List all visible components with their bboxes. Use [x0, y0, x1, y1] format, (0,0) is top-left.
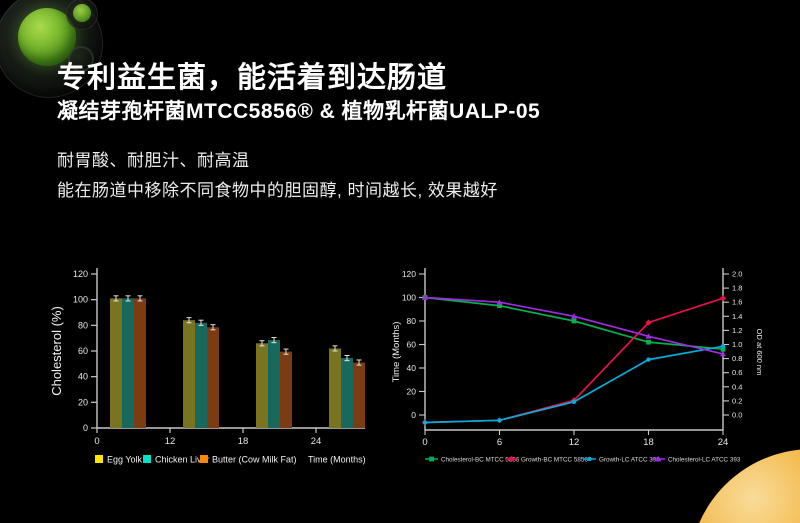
bar-y-tick-label: 0 [83, 423, 88, 433]
right-y-tick-label: 1.0 [732, 340, 742, 349]
right-y-tick-label: 1.8 [732, 284, 742, 293]
marker-circle [720, 344, 726, 349]
legend-label-2: Chicken Liver [155, 455, 210, 465]
page-subtitle: 凝结芽孢杆菌MTCC5856® & 植物乳杆菌UALP-05 [57, 100, 541, 123]
line-x-tick-label: 6 [497, 437, 502, 448]
legend-swatch-3 [200, 455, 208, 463]
small-green-sphere [73, 4, 91, 22]
right-y-tick-label: 0.4 [732, 382, 742, 391]
marker-triangle [422, 294, 428, 300]
bar-egg-yolk-g1 [183, 320, 195, 428]
bar-butter-cow-milk-fat--g1 [207, 327, 219, 428]
small-cell-ring [66, 0, 98, 30]
left-y-tick-label: 20 [407, 387, 417, 397]
bar-x-tick-label: 24 [311, 436, 322, 447]
right-y-tick-label: 1.2 [732, 326, 742, 335]
right-y-tick-label: 1.4 [732, 312, 742, 321]
right-y-tick-label: 0.6 [732, 368, 742, 377]
bar-butter-cow-milk-fat--g2 [280, 351, 292, 428]
left-y-tick-label: 40 [407, 363, 417, 373]
marker-square [497, 303, 502, 309]
line-chart-growth-vs-cholesterol: 0204060801001200.00.20.40.60.81.01.21.41… [391, 268, 764, 463]
bar-y-tick-label: 60 [78, 346, 88, 356]
marker-square [720, 346, 726, 352]
marker-triangle [720, 350, 726, 357]
marker-circle [587, 456, 592, 462]
marker-diamond [719, 295, 727, 302]
marker-square [646, 339, 651, 345]
bar-x-tick-label: 12 [165, 436, 176, 447]
marker-triangle [645, 333, 652, 339]
marker-circle [422, 420, 428, 425]
left-y-tick-label: 0 [411, 410, 416, 420]
line-legend-label-1: Cholesterol-BC MTCC 5856 [441, 456, 520, 463]
bar-chicken-liver-g3 [341, 358, 353, 428]
bar-chart-cholesterol-removal: 0 20 40 60 80 100 120 0 12 18 24 Cholesterol (%) Egg… [49, 268, 366, 465]
page-title: 专利益生菌，能活着到达肠道 [57, 62, 448, 94]
right-y-tick-label: 2.0 [732, 270, 742, 279]
marker-circle [497, 418, 502, 423]
bar-egg-yolk-g0 [110, 298, 122, 428]
bar-y-tick-label: 100 [73, 295, 88, 305]
body-text-line-1: 耐胃酸、耐胆汁、耐高温 [57, 151, 250, 170]
legend-label-3: Butter (Cow Milk Fat) [212, 455, 297, 465]
bar-y-tick-label: 20 [78, 397, 88, 407]
right-y-tick-label: 0.0 [732, 411, 742, 420]
left-y-tick-label: 60 [407, 340, 417, 350]
body-text-line-2: 能在肠道中移除不同食物中的胆固醇, 时间越长, 效果越好 [57, 181, 498, 200]
line-right-axis-label: OD at 600 nm [755, 329, 764, 376]
bar-x-tick-label: 18 [238, 436, 249, 447]
legend-label-1: Egg Yolk [107, 455, 143, 465]
bar-x-tick-label: 0 [94, 436, 99, 447]
line-x-tick-label: 24 [718, 437, 729, 448]
line-left-axis-label: Time (Months) [391, 322, 402, 383]
left-y-tick-label: 100 [402, 293, 416, 303]
bar-butter-cow-milk-fat--g0 [134, 298, 146, 428]
bar-x-axis-title: Time (Months) [308, 455, 366, 465]
bar-egg-yolk-g2 [256, 343, 268, 428]
bar-y-tick-label: 40 [78, 372, 88, 382]
marker-triangle [571, 313, 577, 319]
line-x-tick-label: 18 [643, 437, 654, 448]
marker-square [571, 318, 577, 324]
legend-swatch-1 [95, 455, 103, 463]
bar-chicken-liver-g0 [122, 298, 134, 428]
marker-square [429, 456, 434, 462]
line-legend-label-3: Growth-LC ATCC 393 [599, 456, 660, 463]
bar-y-tick-label: 120 [73, 269, 88, 279]
left-y-tick-label: 120 [402, 269, 416, 279]
bar-y-tick-label: 80 [78, 320, 88, 330]
line-x-tick-label: 12 [569, 437, 580, 448]
marker-circle [571, 399, 577, 404]
right-y-tick-label: 1.6 [732, 298, 742, 307]
bar-y-axis-label: Cholesterol (%) [49, 306, 64, 396]
marker-circle [646, 357, 651, 362]
marker-triangle [655, 456, 662, 462]
marker-triangle [496, 299, 503, 305]
line-growth-lc-atcc-393 [424, 345, 724, 424]
line-legend-label-4: Cholesterol-LC ATCC 393 [668, 456, 741, 463]
bar-butter-cow-milk-fat--g3 [353, 362, 365, 428]
line-x-tick-label: 0 [422, 437, 427, 448]
bar-egg-yolk-g3 [329, 348, 341, 428]
right-y-tick-label: 0.2 [732, 396, 742, 405]
left-y-tick-label: 80 [407, 316, 417, 326]
right-y-tick-label: 0.8 [732, 354, 742, 363]
legend-swatch-2 [143, 455, 151, 463]
bar-chicken-liver-g2 [268, 340, 280, 428]
line-legend-label-2: Growth-BC MTCC 5856 [521, 456, 588, 463]
bar-chicken-liver-g1 [195, 322, 207, 428]
